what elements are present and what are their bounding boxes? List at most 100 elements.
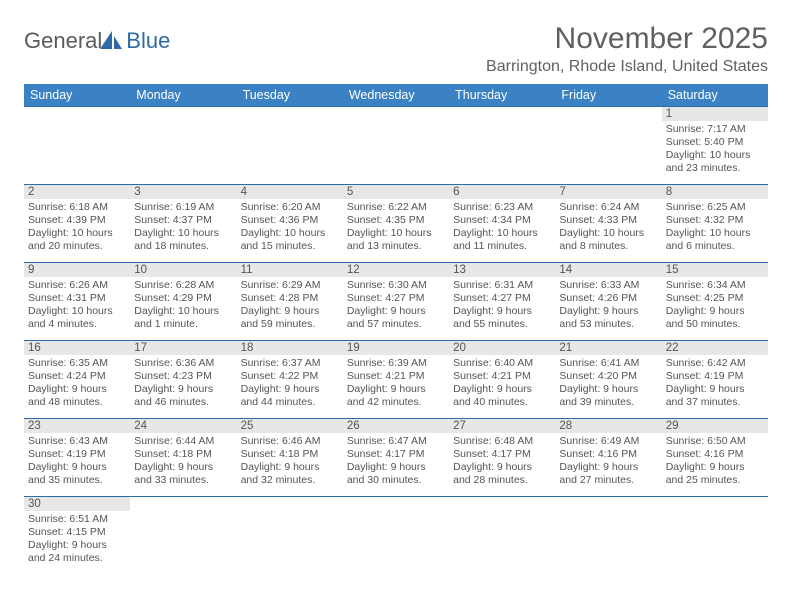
day-number: 14 xyxy=(555,263,661,277)
day-details: Sunrise: 6:43 AMSunset: 4:19 PMDaylight:… xyxy=(24,433,130,490)
day-details: Sunrise: 6:51 AMSunset: 4:15 PMDaylight:… xyxy=(24,511,130,568)
sunset-text: Sunset: 4:15 PM xyxy=(28,526,126,539)
calendar-cell: 24Sunrise: 6:44 AMSunset: 4:18 PMDayligh… xyxy=(130,419,236,497)
day-details: Sunrise: 6:31 AMSunset: 4:27 PMDaylight:… xyxy=(449,277,555,334)
day-details: Sunrise: 6:50 AMSunset: 4:16 PMDaylight:… xyxy=(662,433,768,490)
sunrise-text: Sunrise: 6:50 AM xyxy=(666,435,764,448)
daylight-text: Daylight: 9 hours and 27 minutes. xyxy=(559,461,657,487)
day-header: Thursday xyxy=(449,84,555,107)
sunset-text: Sunset: 4:17 PM xyxy=(347,448,445,461)
sunrise-text: Sunrise: 6:19 AM xyxy=(134,201,232,214)
day-details: Sunrise: 7:17 AMSunset: 5:40 PMDaylight:… xyxy=(662,121,768,178)
day-number: 8 xyxy=(662,185,768,199)
day-details: Sunrise: 6:23 AMSunset: 4:34 PMDaylight:… xyxy=(449,199,555,256)
sunset-text: Sunset: 4:28 PM xyxy=(241,292,339,305)
day-details: Sunrise: 6:20 AMSunset: 4:36 PMDaylight:… xyxy=(237,199,343,256)
sunset-text: Sunset: 4:24 PM xyxy=(28,370,126,383)
daylight-text: Daylight: 9 hours and 25 minutes. xyxy=(666,461,764,487)
sunrise-text: Sunrise: 6:49 AM xyxy=(559,435,657,448)
day-number: 5 xyxy=(343,185,449,199)
daylight-text: Daylight: 9 hours and 55 minutes. xyxy=(453,305,551,331)
calendar-cell: 9Sunrise: 6:26 AMSunset: 4:31 PMDaylight… xyxy=(24,263,130,341)
day-details: Sunrise: 6:35 AMSunset: 4:24 PMDaylight:… xyxy=(24,355,130,412)
sunrise-text: Sunrise: 6:22 AM xyxy=(347,201,445,214)
day-number: 25 xyxy=(237,419,343,433)
sunset-text: Sunset: 4:20 PM xyxy=(559,370,657,383)
calendar-cell: 16Sunrise: 6:35 AMSunset: 4:24 PMDayligh… xyxy=(24,341,130,419)
daylight-text: Daylight: 9 hours and 30 minutes. xyxy=(347,461,445,487)
calendar-cell: 29Sunrise: 6:50 AMSunset: 4:16 PMDayligh… xyxy=(662,419,768,497)
calendar-cell: 11Sunrise: 6:29 AMSunset: 4:28 PMDayligh… xyxy=(237,263,343,341)
daylight-text: Daylight: 9 hours and 32 minutes. xyxy=(241,461,339,487)
day-number: 1 xyxy=(662,107,768,121)
sunrise-text: Sunrise: 6:43 AM xyxy=(28,435,126,448)
calendar-cell: 4Sunrise: 6:20 AMSunset: 4:36 PMDaylight… xyxy=(237,185,343,263)
sunset-text: Sunset: 4:31 PM xyxy=(28,292,126,305)
day-details: Sunrise: 6:41 AMSunset: 4:20 PMDaylight:… xyxy=(555,355,661,412)
sunset-text: Sunset: 4:29 PM xyxy=(134,292,232,305)
day-number: 13 xyxy=(449,263,555,277)
sail-icon xyxy=(98,29,124,56)
day-number: 3 xyxy=(130,185,236,199)
day-number: 4 xyxy=(237,185,343,199)
daylight-text: Daylight: 9 hours and 35 minutes. xyxy=(28,461,126,487)
sunset-text: Sunset: 4:18 PM xyxy=(134,448,232,461)
sunset-text: Sunset: 4:19 PM xyxy=(28,448,126,461)
sunset-text: Sunset: 4:16 PM xyxy=(559,448,657,461)
calendar-cell xyxy=(237,497,343,575)
day-number: 15 xyxy=(662,263,768,277)
sunrise-text: Sunrise: 6:36 AM xyxy=(134,357,232,370)
daylight-text: Daylight: 9 hours and 44 minutes. xyxy=(241,383,339,409)
day-number: 29 xyxy=(662,419,768,433)
daylight-text: Daylight: 9 hours and 24 minutes. xyxy=(28,539,126,565)
day-number: 26 xyxy=(343,419,449,433)
calendar-cell: 28Sunrise: 6:49 AMSunset: 4:16 PMDayligh… xyxy=(555,419,661,497)
day-header: Sunday xyxy=(24,84,130,107)
sunset-text: Sunset: 4:18 PM xyxy=(241,448,339,461)
calendar-cell: 17Sunrise: 6:36 AMSunset: 4:23 PMDayligh… xyxy=(130,341,236,419)
sunset-text: Sunset: 4:32 PM xyxy=(666,214,764,227)
sunset-text: Sunset: 4:25 PM xyxy=(666,292,764,305)
calendar-cell: 6Sunrise: 6:23 AMSunset: 4:34 PMDaylight… xyxy=(449,185,555,263)
day-details: Sunrise: 6:29 AMSunset: 4:28 PMDaylight:… xyxy=(237,277,343,334)
month-title: November 2025 xyxy=(486,22,768,56)
calendar-cell xyxy=(449,107,555,185)
calendar-week-row: 9Sunrise: 6:26 AMSunset: 4:31 PMDaylight… xyxy=(24,263,768,341)
day-number: 17 xyxy=(130,341,236,355)
sunrise-text: Sunrise: 6:33 AM xyxy=(559,279,657,292)
day-header: Friday xyxy=(555,84,661,107)
sunset-text: Sunset: 4:35 PM xyxy=(347,214,445,227)
sunrise-text: Sunrise: 6:37 AM xyxy=(241,357,339,370)
day-details: Sunrise: 6:26 AMSunset: 4:31 PMDaylight:… xyxy=(24,277,130,334)
day-details: Sunrise: 6:24 AMSunset: 4:33 PMDaylight:… xyxy=(555,199,661,256)
calendar-cell xyxy=(130,107,236,185)
sunset-text: Sunset: 4:34 PM xyxy=(453,214,551,227)
day-number: 11 xyxy=(237,263,343,277)
daylight-text: Daylight: 10 hours and 18 minutes. xyxy=(134,227,232,253)
sunrise-text: Sunrise: 6:48 AM xyxy=(453,435,551,448)
calendar-body: 1Sunrise: 7:17 AMSunset: 5:40 PMDaylight… xyxy=(24,107,768,575)
day-details: Sunrise: 6:40 AMSunset: 4:21 PMDaylight:… xyxy=(449,355,555,412)
calendar-week-row: 23Sunrise: 6:43 AMSunset: 4:19 PMDayligh… xyxy=(24,419,768,497)
calendar-cell: 18Sunrise: 6:37 AMSunset: 4:22 PMDayligh… xyxy=(237,341,343,419)
title-block: November 2025 Barrington, Rhode Island, … xyxy=(486,22,768,76)
daylight-text: Daylight: 10 hours and 15 minutes. xyxy=(241,227,339,253)
sunrise-text: Sunrise: 7:17 AM xyxy=(666,123,764,136)
daylight-text: Daylight: 9 hours and 37 minutes. xyxy=(666,383,764,409)
day-details: Sunrise: 6:34 AMSunset: 4:25 PMDaylight:… xyxy=(662,277,768,334)
day-header: Monday xyxy=(130,84,236,107)
sunset-text: Sunset: 4:16 PM xyxy=(666,448,764,461)
sunrise-text: Sunrise: 6:25 AM xyxy=(666,201,764,214)
day-header: Wednesday xyxy=(343,84,449,107)
logo: General Blue xyxy=(24,28,170,54)
day-details: Sunrise: 6:19 AMSunset: 4:37 PMDaylight:… xyxy=(130,199,236,256)
sunrise-text: Sunrise: 6:40 AM xyxy=(453,357,551,370)
calendar-cell: 1Sunrise: 7:17 AMSunset: 5:40 PMDaylight… xyxy=(662,107,768,185)
day-number: 16 xyxy=(24,341,130,355)
sunset-text: Sunset: 4:36 PM xyxy=(241,214,339,227)
sunrise-text: Sunrise: 6:24 AM xyxy=(559,201,657,214)
day-header-row: Sunday Monday Tuesday Wednesday Thursday… xyxy=(24,84,768,107)
sunset-text: Sunset: 4:39 PM xyxy=(28,214,126,227)
daylight-text: Daylight: 10 hours and 1 minute. xyxy=(134,305,232,331)
sunrise-text: Sunrise: 6:41 AM xyxy=(559,357,657,370)
